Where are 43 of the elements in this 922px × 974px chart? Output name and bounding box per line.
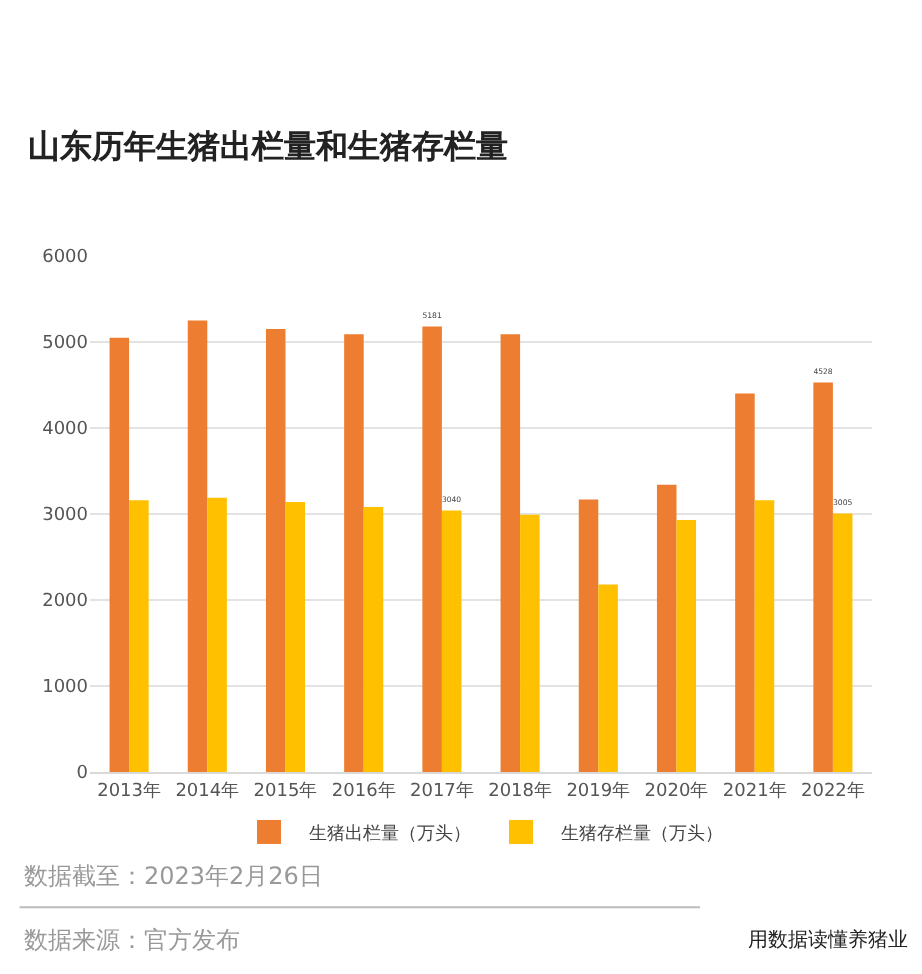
x-tick-label: 2019年 — [566, 779, 631, 802]
bar — [344, 334, 364, 772]
y-tick-label: 2000 — [42, 592, 89, 613]
bar — [363, 507, 384, 772]
bar — [422, 326, 442, 772]
x-tick-label: 2013年 — [97, 779, 162, 802]
x-tick-label: 2020年 — [644, 779, 709, 802]
x-tick-label: 2014年 — [175, 779, 240, 802]
x-tick-label: 2015年 — [253, 779, 318, 802]
y-tick-label: 0 — [76, 764, 89, 785]
x-tick-label: 2017年 — [409, 779, 474, 802]
bar — [578, 499, 599, 772]
x-tick-label: 2021年 — [722, 779, 787, 802]
y-tick-label: 5000 — [42, 334, 89, 355]
bar — [187, 320, 208, 772]
bar — [109, 337, 130, 772]
chart-title: 山东历年生猪出栏量和生猪存栏量 — [27, 127, 508, 166]
y-tick-label: 3000 — [42, 506, 89, 527]
bar — [520, 514, 540, 772]
bar — [754, 500, 775, 772]
bar — [676, 520, 697, 772]
bar — [656, 484, 677, 772]
y-tick-label: 1000 — [42, 678, 89, 699]
x-tick-label: 2022年 — [800, 779, 865, 802]
bar — [813, 382, 833, 772]
bar — [500, 334, 521, 772]
legend-label: 生猪存栏量（万头） — [561, 822, 723, 845]
legend-label: 生猪出栏量（万头） — [309, 822, 471, 845]
y-tick-label: 6000 — [42, 248, 89, 269]
bar — [598, 584, 618, 772]
bar — [735, 393, 755, 772]
x-tick-label: 2016年 — [331, 779, 396, 802]
text: 用数据读懂养猪业 — [748, 928, 908, 952]
bar — [129, 500, 149, 772]
bar — [285, 501, 306, 772]
bar — [832, 513, 853, 772]
bar — [265, 329, 286, 772]
x-tick-label: 2018年 — [488, 779, 553, 802]
bar — [207, 497, 227, 772]
text: 数据截至：2023年2月26日 — [24, 862, 323, 890]
bar — [441, 510, 462, 772]
y-tick-label: 4000 — [42, 420, 89, 441]
source-note: 数据来源：官方发布 — [24, 926, 240, 954]
